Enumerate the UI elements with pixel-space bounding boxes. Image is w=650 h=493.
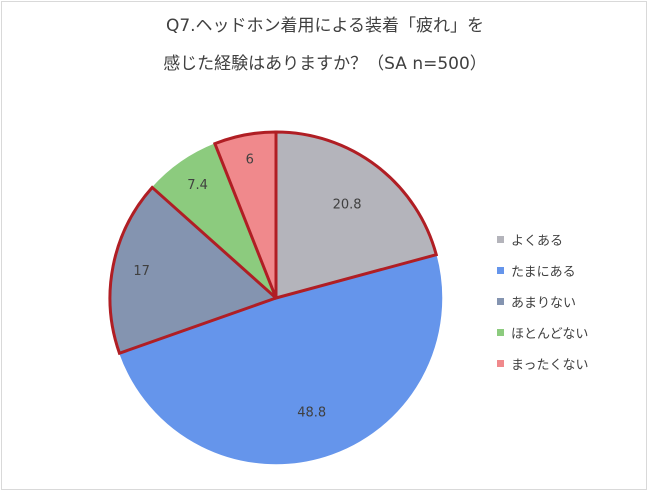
highlight-outline-slice-3	[108, 185, 279, 356]
legend-label-slice-1: よくある	[511, 234, 564, 249]
data-label-slice-2: 48.8	[297, 405, 326, 420]
data-label-slice-3: 17	[133, 264, 150, 279]
legend-swatch-slice-4	[497, 329, 504, 336]
legend-item-slice-5: まったくない	[497, 348, 588, 379]
legend-item-slice-2: たまにある	[497, 255, 588, 286]
data-label-slice-4: 7.4	[187, 178, 208, 193]
legend-item-slice-4: ほとんどない	[497, 317, 588, 348]
legend-swatch-slice-2	[497, 267, 504, 274]
legend-label-slice-4: ほとんどない	[511, 327, 589, 342]
pie-slice-2	[117, 253, 444, 466]
legend-swatch-slice-5	[497, 360, 504, 367]
highlight-outline-slice-1	[274, 130, 439, 300]
chart-legend: よくあるたまにあるあまりないほとんどない まったくない	[497, 224, 588, 379]
legend-swatch-slice-1	[497, 236, 504, 243]
legend-label-slice-5: まったくない	[511, 358, 589, 373]
legend-label-slice-3: あまりない	[511, 296, 577, 311]
legend-swatch-slice-3	[497, 298, 504, 305]
legend-item-slice-3: あまりない	[497, 286, 588, 317]
highlight-outline-slice-5	[212, 130, 278, 299]
data-label-slice-1: 20.8	[333, 198, 362, 213]
chart-title-line-1: Q7.ヘッドホン着用による装着「疲れ」を	[165, 16, 485, 36]
data-label-slice-5: 6	[246, 153, 254, 168]
chart-title-line-2: 感じた経験はありますか？（SA n=500）	[163, 54, 487, 74]
legend-label-slice-2: たまにある	[511, 265, 576, 280]
legend-item-slice-1: よくある	[497, 224, 588, 255]
